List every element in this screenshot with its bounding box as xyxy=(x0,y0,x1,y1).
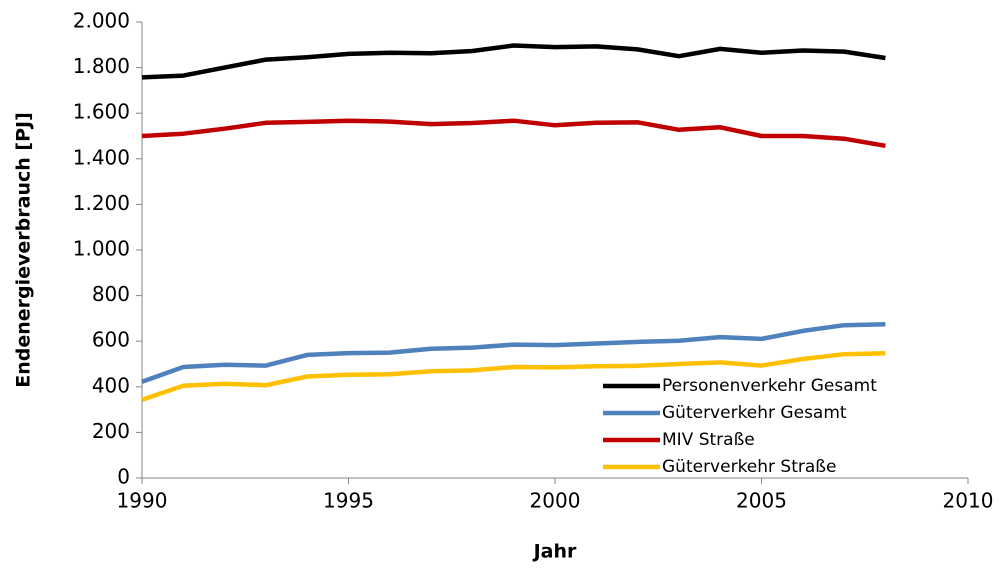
y-tick-label: 2.000 xyxy=(73,9,130,33)
x-axis-title: Jahr xyxy=(532,541,577,563)
x-tick-label: 1995 xyxy=(323,489,374,513)
y-tick-label: 1.800 xyxy=(73,54,130,78)
y-tick-label: 1.200 xyxy=(73,191,130,215)
legend-label: Güterverkehr Straße xyxy=(662,457,836,477)
legend-label: MIV Straße xyxy=(662,430,755,450)
y-tick-label: 800 xyxy=(92,282,130,306)
y-tick-label: 1.600 xyxy=(73,100,130,124)
y-tick-label: 600 xyxy=(92,328,130,352)
y-tick-label: 400 xyxy=(92,373,130,397)
series-line xyxy=(141,322,886,384)
x-tick-label: 1990 xyxy=(117,489,168,513)
legend-label: Personenverkehr Gesamt xyxy=(662,376,877,396)
series-line xyxy=(141,118,886,149)
legend-label: Güterverkehr Gesamt xyxy=(662,403,847,423)
series-line xyxy=(141,43,886,80)
y-tick-label: 1.400 xyxy=(73,145,130,169)
x-tick-label: 2010 xyxy=(943,489,994,513)
y-axis-title: Endenergieverbrauch [PJ] xyxy=(13,112,35,388)
y-tick-label: 0 xyxy=(117,465,130,489)
series-line xyxy=(141,351,886,402)
x-tick-label: 2000 xyxy=(530,489,581,513)
x-tick-label: 2005 xyxy=(736,489,787,513)
y-tick-label: 1.000 xyxy=(73,237,130,261)
y-tick-label: 200 xyxy=(92,419,130,443)
